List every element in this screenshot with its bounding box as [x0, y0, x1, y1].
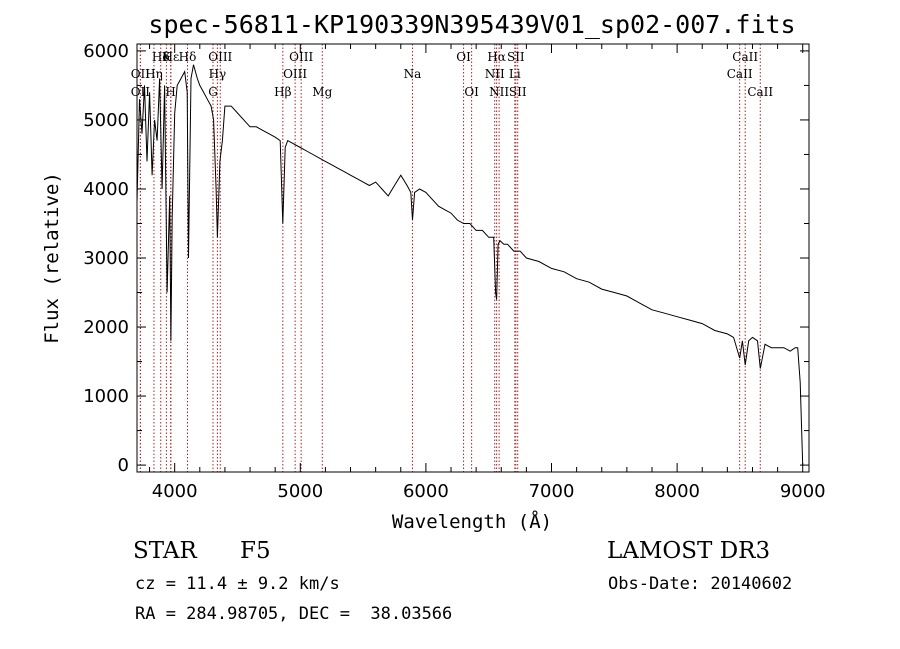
object-class: STAR [133, 538, 197, 564]
spectral-line-label: OII [131, 67, 151, 81]
redshift-velocity: cz = 11.4 ± 9.2 km/s [135, 574, 340, 594]
spectral-line-label: Hε [163, 50, 180, 64]
y-tick-label: 0 [118, 455, 129, 476]
y-axis-ticks: 0 1000 2000 3000 4000 5000 6000 [83, 41, 809, 476]
y-tick-label: 2000 [83, 317, 129, 338]
x-tick-label: 5000 [277, 481, 323, 502]
x-tick-label: 6000 [403, 481, 449, 502]
spectral-line-label: NII [485, 67, 505, 81]
spectral-line-label: Hγ [209, 67, 227, 81]
y-axis-label: Flux (relative) [41, 172, 63, 344]
spectral-line-label: Hδ [179, 50, 197, 64]
flux-series-line [136, 64, 804, 466]
spectral-line-label: CaII [747, 85, 773, 99]
x-axis-ticks: 4000 5000 6000 7000 8000 9000 [149, 44, 826, 502]
spectral-line-label: OI [456, 50, 471, 64]
spectrum-chart: spec-56811-KP190339N395439V01_sp02-007.f… [41, 10, 826, 533]
spectral-line-label: OIII [283, 67, 307, 81]
spectral-line-label: G [208, 85, 218, 99]
spectral-line-label: SII [507, 50, 525, 64]
spectral-line-label: Hα [487, 50, 506, 64]
spectral-line-label: Li [509, 67, 521, 81]
survey-name: LAMOST DR3 [607, 538, 771, 564]
spectral-line-label: K [162, 50, 172, 64]
spectral-line-label: H [165, 85, 175, 99]
chart-title: spec-56811-KP190339N395439V01_sp02-007.f… [148, 10, 795, 39]
x-tick-label: 9000 [780, 481, 826, 502]
spectral-line-label: CaII [732, 50, 758, 64]
spectral-line-label: Hδ [152, 50, 170, 64]
spectral-line-label: OII [131, 85, 151, 99]
y-tick-label: 1000 [83, 386, 129, 407]
coordinates: RA = 284.98705, DEC = 38.03566 [135, 604, 453, 624]
y-tick-label: 3000 [83, 248, 129, 269]
observation-date: Obs-Date: 20140602 [608, 574, 793, 594]
plot-frame [136, 43, 810, 473]
spectral-line-label: NII [489, 85, 509, 99]
spectral-line-label: Hη [145, 67, 163, 81]
spectral-line-label: SII [509, 85, 527, 99]
y-tick-label: 5000 [83, 110, 129, 131]
y-tick-label: 4000 [83, 179, 129, 200]
object-subclass: F5 [240, 538, 271, 564]
spectral-line-label: CaII [727, 67, 753, 81]
spectral-line-label: Mg [312, 85, 332, 99]
spectral-line-label: OI [464, 85, 479, 99]
spectral-line-label: OIII [208, 50, 232, 64]
spectral-line-label: Na [404, 67, 422, 81]
y-tick-label: 6000 [83, 41, 129, 62]
spectral-line-label: OIII [289, 50, 313, 64]
x-axis-label: Wavelength (Å) [392, 510, 552, 533]
x-tick-label: 4000 [152, 481, 198, 502]
spectral-line-label: Hβ [274, 85, 291, 99]
x-tick-label: 8000 [654, 481, 700, 502]
x-tick-label: 7000 [529, 481, 575, 502]
